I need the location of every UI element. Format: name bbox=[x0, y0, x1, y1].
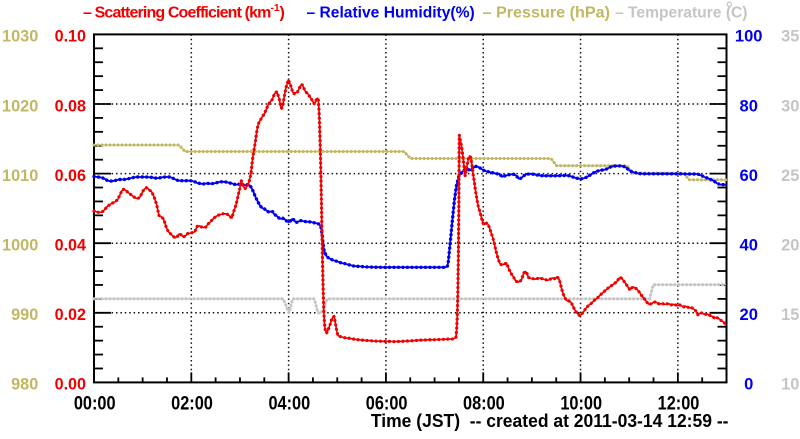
svg-text:08:00: 08:00 bbox=[463, 392, 505, 414]
svg-text:02:00: 02:00 bbox=[171, 392, 213, 414]
svg-text:0.10: 0.10 bbox=[55, 27, 86, 46]
svg-text:30: 30 bbox=[781, 96, 799, 115]
svg-text:0.04: 0.04 bbox=[55, 236, 87, 255]
svg-text:10: 10 bbox=[781, 375, 799, 394]
svg-text:10:00: 10:00 bbox=[560, 392, 602, 414]
svg-text:1020: 1020 bbox=[2, 96, 38, 115]
svg-text:06:00: 06:00 bbox=[366, 392, 408, 414]
svg-text:25: 25 bbox=[781, 166, 799, 185]
svg-text:35: 35 bbox=[781, 27, 799, 46]
svg-text:– Scattering Coefficient (km-1: – Scattering Coefficient (km-1) bbox=[83, 2, 284, 22]
svg-text:0: 0 bbox=[744, 375, 753, 394]
svg-text:60: 60 bbox=[740, 166, 758, 185]
svg-text:12:00: 12:00 bbox=[658, 392, 700, 414]
svg-text:100: 100 bbox=[735, 27, 763, 46]
svg-text:990: 990 bbox=[11, 305, 38, 324]
svg-text:0.02: 0.02 bbox=[55, 305, 86, 324]
svg-text:1000: 1000 bbox=[2, 236, 38, 255]
svg-text:Time (JST) -- created at 2011: Time (JST) -- created at 2011-03-14 12:5… bbox=[371, 411, 729, 431]
svg-text:– Temperature (C): – Temperature (C) bbox=[615, 4, 748, 21]
svg-text:80: 80 bbox=[740, 96, 758, 115]
svg-text:980: 980 bbox=[11, 375, 38, 394]
svg-text:1010: 1010 bbox=[2, 166, 38, 185]
svg-text:0.06: 0.06 bbox=[55, 166, 86, 185]
svg-text:00:00: 00:00 bbox=[74, 392, 116, 414]
svg-text:0.00: 0.00 bbox=[55, 375, 86, 394]
svg-text:40: 40 bbox=[740, 236, 758, 255]
svg-text:– Relative Humidity(%): – Relative Humidity(%) bbox=[307, 4, 475, 21]
svg-text:04:00: 04:00 bbox=[268, 392, 310, 414]
svg-text:20: 20 bbox=[781, 236, 799, 255]
svg-text:– Pressure (hPa): – Pressure (hPa) bbox=[483, 4, 611, 21]
svg-text:0.08: 0.08 bbox=[55, 96, 86, 115]
svg-text:15: 15 bbox=[781, 305, 799, 324]
svg-text:20: 20 bbox=[740, 305, 758, 324]
svg-text:1030: 1030 bbox=[2, 27, 38, 46]
